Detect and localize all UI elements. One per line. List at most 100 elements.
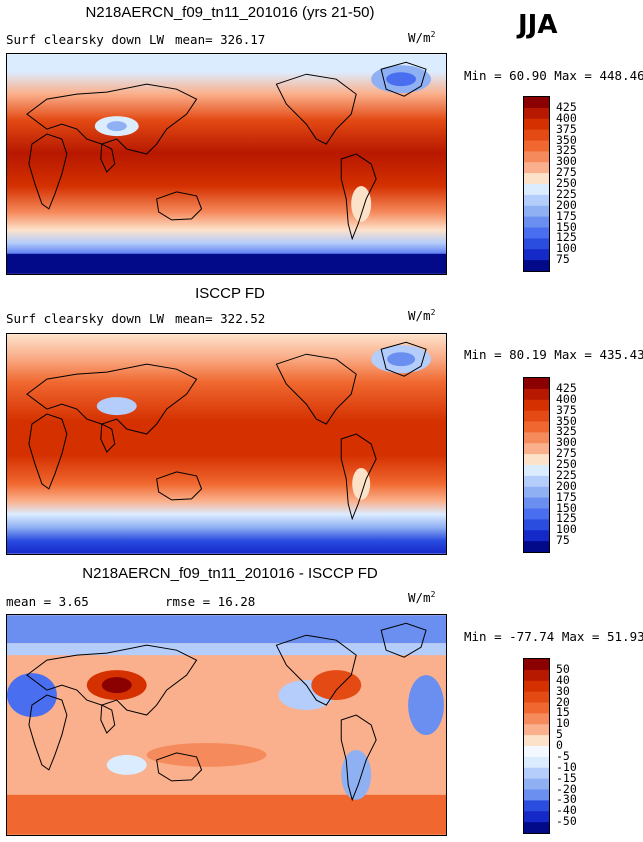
panel-2-variable-label: Surf clearsky down LW — [6, 311, 165, 326]
panel-3-colorbar-swatches — [524, 659, 549, 834]
colorbar-tick-label: 175 — [556, 208, 577, 223]
colorbar-tick-label: 150 — [556, 219, 577, 234]
panel-1-variable-label: Surf clearsky down LW — [6, 32, 165, 47]
colorbar-tick-label: 300 — [556, 435, 577, 450]
panel-2-mean-label: mean= 322.52 — [175, 311, 266, 326]
colorbar-tick-label: 400 — [556, 110, 577, 125]
colorbar-swatch — [524, 746, 549, 758]
panel-3-anomaly-4 — [311, 670, 362, 701]
colorbar-swatch — [524, 669, 549, 682]
colorbar-tick-label: 125 — [556, 511, 577, 526]
panel-1-map — [6, 53, 447, 275]
colorbar-tick-label: 75 — [556, 252, 570, 267]
colorbar-swatch — [524, 216, 549, 229]
panel-2-title: ISCCP FD — [195, 285, 265, 302]
colorbar-tick-label: 425 — [556, 380, 577, 395]
panel-3-map — [6, 614, 447, 836]
colorbar-swatch — [524, 443, 549, 455]
colorbar-swatch — [524, 767, 549, 780]
panel-1-mean-label: mean= 326.17 — [175, 32, 266, 47]
colorbar-swatch — [524, 713, 549, 725]
colorbar-tick-label: 200 — [556, 197, 577, 212]
colorbar-swatch — [524, 724, 549, 736]
colorbar-tick-label: -30 — [556, 792, 577, 807]
colorbar-tick-label: -5 — [556, 748, 570, 763]
colorbar-tick-label: 400 — [556, 391, 577, 406]
colorbar-swatch — [524, 659, 549, 671]
colorbar-swatch — [524, 735, 549, 747]
colorbar-tick-label: 100 — [556, 522, 577, 537]
colorbar-tick-label: 350 — [556, 413, 577, 428]
panel-1-units: W/m2 — [408, 30, 436, 46]
colorbar-swatch — [524, 519, 549, 531]
colorbar-swatch — [524, 388, 549, 401]
colorbar-swatch — [524, 486, 549, 499]
panel-3-mean-label: mean = 3.65 — [6, 594, 89, 609]
colorbar-tick-label: 350 — [556, 132, 577, 147]
colorbar-swatch — [524, 97, 549, 109]
panel-1-andes-anomaly — [351, 185, 372, 222]
colorbar-swatch — [524, 475, 549, 488]
panel-2-tibet-anomaly — [96, 397, 137, 416]
colorbar-swatch — [524, 238, 549, 250]
panel-3-rmse-label: rmse = 16.28 — [165, 594, 256, 609]
colorbar-tick-label: 75 — [556, 533, 570, 548]
colorbar-tick-label: 275 — [556, 446, 577, 461]
season-label: JJA — [518, 10, 558, 40]
colorbar-tick-label: 150 — [556, 500, 577, 515]
panel-1-title: N218AERCN_f09_tn11_201016 (yrs 21-50) — [85, 4, 375, 21]
panel-2-map — [6, 333, 447, 555]
panel-3-anomaly-7 — [408, 675, 445, 735]
colorbar-tick-label: -20 — [556, 781, 577, 796]
colorbar-swatch — [524, 399, 549, 412]
colorbar-tick-label: -50 — [556, 814, 577, 829]
colorbar-tick-label: 375 — [556, 121, 577, 136]
panel-2-colorbar-labels: 425 400 375 350 325 300 275 250 225 200 175 150 125 1… — [556, 377, 596, 553]
colorbar-tick-label: 50 — [556, 661, 570, 676]
colorbar-tick-label: 275 — [556, 165, 577, 180]
panel-2-map-field — [7, 334, 446, 554]
colorbar-swatch — [524, 497, 549, 510]
panel-3-anomaly-8 — [106, 754, 147, 775]
colorbar-tick-label: 125 — [556, 230, 577, 245]
colorbar-tick-label: 375 — [556, 402, 577, 417]
colorbar-tick-label: 15 — [556, 705, 570, 720]
colorbar-tick-label: 30 — [556, 683, 570, 698]
panel-3-anomaly-1 — [7, 673, 57, 718]
colorbar-swatch — [524, 129, 549, 142]
colorbar-swatch — [524, 107, 549, 120]
colorbar-tick-label: 20 — [556, 694, 570, 709]
panel-2-andes-anomaly — [352, 467, 371, 500]
panel-2-units: W/m2 — [408, 308, 436, 324]
colorbar-swatch — [524, 800, 549, 812]
colorbar-swatch — [524, 702, 549, 714]
colorbar-tick-label: 225 — [556, 467, 577, 482]
colorbar-tick-label: 0 — [556, 738, 563, 752]
colorbar-swatch — [524, 465, 549, 477]
colorbar-swatch — [524, 822, 549, 834]
colorbar-tick-label: 5 — [556, 727, 563, 742]
panel-1-colorbar — [523, 96, 550, 272]
colorbar-tick-label: 425 — [556, 99, 577, 114]
colorbar-swatch — [524, 454, 549, 466]
colorbar-tick-label: -10 — [556, 759, 577, 774]
panel-2-colorbar — [523, 377, 550, 553]
colorbar-tick-label: 325 — [556, 143, 577, 158]
colorbar-tick-label: 300 — [556, 154, 577, 169]
panel-1-colorbar-swatches — [524, 97, 549, 272]
panel-3-anomaly-5 — [146, 742, 267, 767]
panel-3-map-field — [7, 615, 446, 835]
panel-2-colorbar-swatches — [524, 378, 549, 553]
colorbar-tick-label: -40 — [556, 803, 577, 818]
colorbar-swatch — [524, 421, 549, 433]
colorbar-tick-label: 100 — [556, 241, 577, 256]
panel-3-title: N218AERCN_f09_tn11_201016 - ISCCP FD — [82, 565, 378, 582]
colorbar-tick-label: 40 — [556, 672, 570, 687]
colorbar-tick-label: 200 — [556, 478, 577, 493]
colorbar-swatch — [524, 530, 549, 542]
colorbar-swatch — [524, 811, 549, 823]
colorbar-swatch — [524, 378, 549, 390]
panel-1-map-field — [7, 54, 446, 274]
colorbar-tick-label: 250 — [556, 457, 577, 471]
colorbar-tick-label: 225 — [556, 186, 577, 201]
